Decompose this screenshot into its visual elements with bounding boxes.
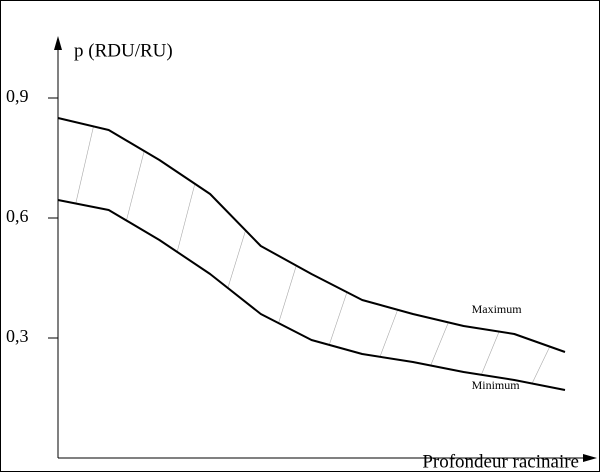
- y-tick-label: 0,3: [6, 326, 29, 346]
- x-axis-label: Profondeur racinaire: [422, 451, 579, 472]
- series-line: [57, 117, 566, 353]
- y-arrow: [54, 36, 62, 50]
- x-arrow: [583, 454, 597, 462]
- hatch: [328, 292, 348, 345]
- hatch: [379, 309, 398, 357]
- y-tick-label: 0,9: [6, 86, 29, 106]
- series-line: [57, 199, 566, 391]
- hatch: [430, 322, 449, 366]
- hatch: [176, 183, 196, 252]
- hatch: [126, 150, 145, 221]
- hatch: [481, 331, 500, 375]
- hatch: [227, 230, 246, 289]
- hatch: [278, 265, 297, 324]
- series-label: Maximum: [472, 302, 523, 316]
- y-tick-label: 0,6: [6, 206, 29, 226]
- y-axis-label: p (RDU/RU): [74, 40, 173, 61]
- series-label: Minimum: [472, 378, 521, 392]
- hatch: [75, 126, 94, 204]
- hatch: [531, 346, 551, 384]
